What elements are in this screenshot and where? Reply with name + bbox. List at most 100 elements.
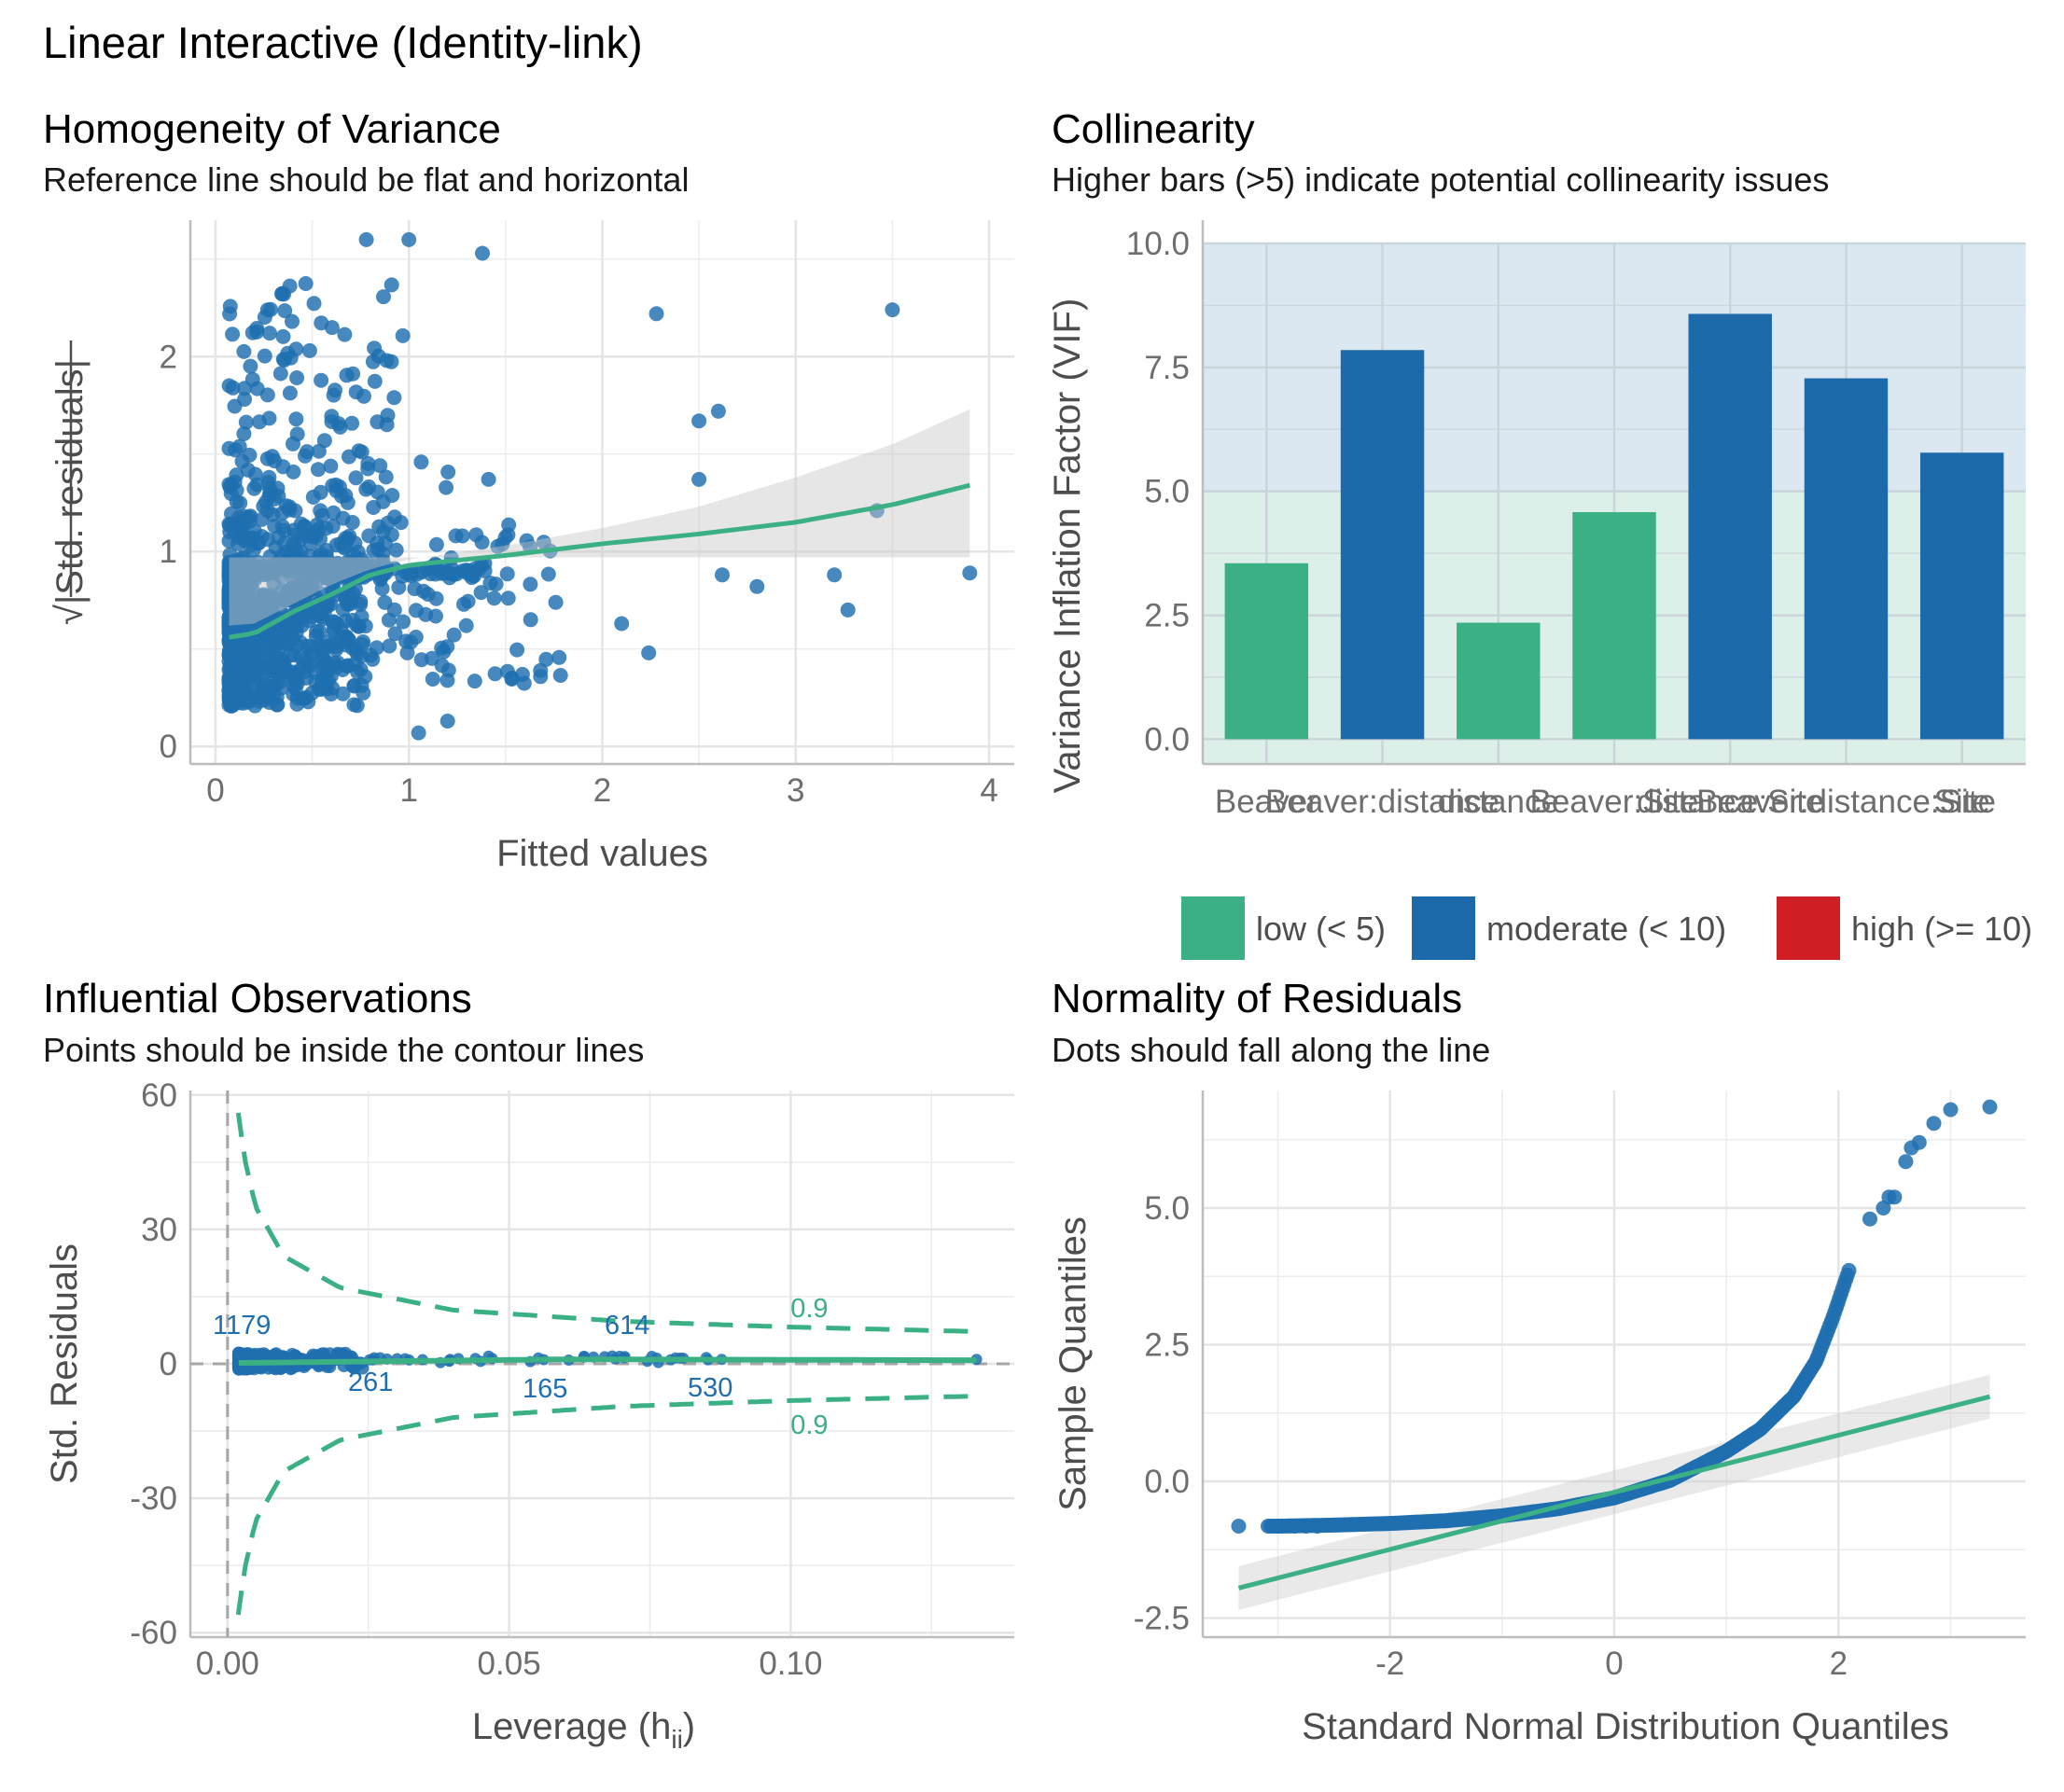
- homog-data-point: [343, 592, 359, 608]
- homog-data-point: [311, 521, 327, 537]
- infl-data-point: [268, 1348, 282, 1362]
- homog-data-point: [323, 458, 339, 474]
- norm-data-point: [1862, 1211, 1877, 1227]
- homog-data-point: [300, 444, 314, 460]
- homog-data-point: [458, 618, 474, 633]
- infl-y-tick-label: 30: [141, 1212, 177, 1248]
- homog-data-point: [230, 652, 245, 668]
- homog-data-point: [293, 516, 309, 532]
- homog-data-point: [380, 515, 396, 531]
- homog-data-point: [256, 498, 272, 514]
- homog-data-point: [370, 535, 385, 551]
- homog-data-point: [313, 641, 328, 657]
- homog-data-point: [311, 462, 326, 478]
- homog-data-point: [221, 614, 237, 629]
- vif-legend-label-low: low (< 5): [1256, 910, 1386, 948]
- homog-data-point: [395, 327, 411, 343]
- homog-y-tick-label: 2: [160, 339, 177, 375]
- homog-data-point: [439, 479, 454, 495]
- homog-data-point: [289, 370, 305, 385]
- vif-y-tick-label: 2.5: [1144, 598, 1190, 634]
- homog-data-point: [357, 669, 373, 685]
- homog-data-point: [360, 455, 376, 471]
- homog-data-point: [336, 540, 352, 556]
- homog-data-point: [306, 296, 322, 312]
- homog-data-point: [316, 433, 332, 449]
- homog-data-point: [301, 342, 317, 358]
- homog-x-tick-label: 0: [206, 772, 224, 809]
- homog-data-point: [467, 674, 482, 689]
- norm-y-axis-label: Sample Quantiles: [1053, 1216, 1094, 1511]
- homog-data-point: [238, 414, 254, 430]
- vif-x-tick-label: distance: [1438, 784, 1559, 820]
- infl-x-tick-label: 0.10: [759, 1646, 822, 1682]
- homog-data-point: [271, 529, 286, 545]
- vif-x-tick-label: Beaver:Site: [1530, 784, 1699, 820]
- homog-data-point: [262, 588, 278, 604]
- homog-data-point: [331, 479, 347, 494]
- homog-data-point: [299, 670, 314, 686]
- infl-contour-label-upper: 0.9: [790, 1294, 828, 1324]
- vif-x-tick-label: Beaver:distance:Site: [1696, 784, 1996, 820]
- homog-data-point: [372, 458, 388, 474]
- homog-data-point: [345, 612, 360, 628]
- vif-y-tick-label: 5.0: [1144, 474, 1190, 510]
- homog-data-point: [386, 390, 402, 406]
- norm-points: [1231, 1099, 1998, 1534]
- homog-data-point: [326, 387, 342, 403]
- homog-data-point: [225, 326, 241, 342]
- homog-data-point: [548, 594, 564, 610]
- homog-data-point: [249, 664, 264, 680]
- homog-y-tick-label: 0: [160, 729, 177, 765]
- homog-data-point: [481, 471, 496, 487]
- homog-data-point: [243, 616, 258, 632]
- homog-data-point: [366, 500, 382, 515]
- vif-x-tick-label: Beaver:distance: [1265, 784, 1499, 820]
- homog-data-point: [376, 289, 391, 305]
- homog-data-point: [374, 581, 390, 596]
- homog-data-point: [294, 618, 310, 633]
- homog-data-point: [311, 681, 327, 697]
- homog-data-point: [269, 689, 285, 705]
- homog-data-point: [314, 315, 329, 331]
- homog-data-point: [369, 640, 384, 656]
- collinearity-subtitle: Higher bars (>5) indicate potential coll…: [1052, 160, 1829, 199]
- infl-y-axis-label: Std. Residuals: [44, 1243, 85, 1484]
- influential-plot: 0.00 0.05 0.10 -60 -30 0 30 60 0.9 0.9 1179 261 165 6…: [44, 1077, 1014, 1754]
- norm-y-tick-label: 0.0: [1144, 1464, 1190, 1500]
- homog-data-point: [358, 231, 374, 247]
- homog-data-point: [246, 480, 262, 496]
- homog-data-point: [377, 594, 393, 610]
- homog-data-point: [275, 459, 291, 475]
- homog-smooth-line: [229, 482, 970, 640]
- homog-data-point: [287, 503, 303, 519]
- homog-data-point: [264, 449, 280, 465]
- norm-data-point: [1887, 1189, 1903, 1205]
- homog-data-point: [428, 536, 444, 552]
- infl-point-label-614: 614: [605, 1311, 649, 1341]
- norm-data-point: [1287, 1519, 1303, 1534]
- homog-data-point: [388, 542, 404, 558]
- infl-point-label-261: 261: [348, 1368, 393, 1397]
- homog-data-point: [356, 388, 371, 404]
- collinearity-plot: 0.02.55.07.510.0BeaverBeaver:distancedis…: [1047, 220, 2032, 960]
- vif-x-tick-label: Site: [1934, 784, 1990, 820]
- homogeneity-subtitle: Reference line should be flat and horizo…: [43, 160, 689, 199]
- homog-data-point: [446, 627, 462, 643]
- norm-data-point: [1982, 1099, 1998, 1115]
- homog-data-point: [271, 642, 286, 658]
- norm-data-point: [1841, 1262, 1857, 1278]
- homog-data-point: [540, 566, 556, 582]
- homog-data-point: [298, 276, 314, 291]
- homog-data-point: [324, 409, 340, 424]
- homog-data-point: [257, 348, 272, 364]
- homog-data-point: [477, 563, 493, 578]
- norm-data-point: [1270, 1519, 1286, 1534]
- homog-data-point: [289, 426, 305, 442]
- homog-data-point: [237, 392, 253, 407]
- homog-data-point: [413, 454, 429, 470]
- homog-data-point: [533, 669, 549, 685]
- norm-y-tick-label: 2.5: [1144, 1327, 1190, 1363]
- homog-data-point: [274, 286, 290, 302]
- homog-x-tick-label: 3: [787, 772, 804, 809]
